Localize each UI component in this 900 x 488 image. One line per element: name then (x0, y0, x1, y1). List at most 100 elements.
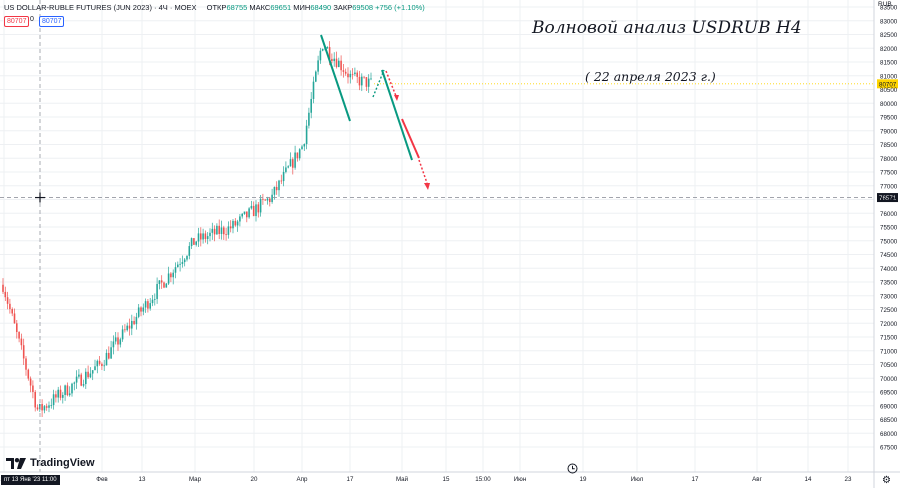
candle-body (317, 60, 319, 72)
price-tick-label: 82500 (880, 32, 898, 39)
symbol-header: US DOLLAR-RUBLE FUTURES (JUN 2023) · 4Ч … (4, 3, 425, 12)
candle-body (186, 255, 188, 260)
candle-body (167, 273, 170, 284)
candle-body (50, 405, 53, 406)
candle-body (183, 259, 186, 263)
candle-body (94, 366, 96, 371)
candle-body (216, 225, 218, 235)
price-tick-label: 72000 (880, 321, 898, 328)
high-label: МАКС (249, 3, 271, 12)
open-value: 68755 (226, 3, 248, 12)
clock-icon[interactable] (567, 461, 578, 479)
candle-body (126, 325, 128, 331)
candle-body (197, 233, 200, 242)
candle-body (80, 374, 82, 386)
candle-body (301, 146, 303, 150)
price-tick-label: 69500 (880, 390, 898, 397)
candle-body (361, 76, 363, 86)
price-tick-label: 68500 (880, 417, 898, 424)
candle-body (280, 180, 283, 182)
candle-body (273, 186, 276, 195)
candle-body (234, 220, 237, 226)
chart-grid (0, 0, 874, 472)
price-tick-label: 78500 (880, 142, 898, 149)
candle-body (96, 360, 99, 367)
current-price-label: 80707 (879, 81, 897, 88)
tradingview-logo[interactable]: TradingView (6, 457, 95, 469)
candle-body (41, 404, 43, 411)
price-tick-label: 71000 (880, 348, 898, 355)
price-tick-label: 79000 (880, 128, 898, 135)
candle-body (18, 331, 20, 339)
candle-body (271, 194, 273, 202)
price-tick-label: 72500 (880, 307, 898, 314)
buy-price-box[interactable]: 80707 (39, 16, 65, 27)
price-tick-label: 68000 (880, 431, 898, 438)
time-tick-label: Май (396, 476, 409, 483)
open-label: ОТКР (206, 3, 227, 12)
candle-body (225, 234, 227, 236)
candle-body (128, 325, 131, 329)
candle-body (101, 363, 103, 366)
candle-body (252, 205, 255, 217)
candle-body (294, 152, 296, 168)
candle-body (78, 374, 80, 377)
price-tick-label: 83000 (880, 18, 898, 25)
candle-body (82, 384, 85, 386)
candle-body (278, 180, 280, 191)
candle-body (135, 316, 138, 325)
candle-body (287, 166, 289, 168)
candle-body (266, 198, 269, 201)
candle-body (250, 205, 253, 209)
time-tick-label: Июл (631, 476, 644, 483)
candle-body (62, 394, 64, 398)
candle-body (170, 273, 172, 278)
candle-body (98, 360, 101, 364)
candle-body (312, 81, 315, 99)
annotation-title: Волновой анализ USDRUB H4 (532, 18, 802, 38)
time-tick-label: 15 (443, 476, 450, 483)
sell-price-box[interactable]: 80707 (4, 16, 30, 27)
candle-body (344, 71, 347, 74)
candle-body (140, 307, 142, 312)
low-value: 68490 (310, 3, 332, 12)
time-tick-label: Авг (752, 476, 762, 483)
candle-body (133, 320, 135, 325)
candle-body (232, 220, 234, 229)
candle-body (16, 323, 18, 332)
candle-body (298, 149, 301, 159)
candle-body (349, 73, 352, 78)
price-tick-label: 71500 (880, 335, 898, 342)
candle-body (206, 236, 209, 240)
candle-body (211, 228, 214, 233)
tradingview-icon (6, 457, 26, 469)
price-tick-label: 67500 (880, 445, 898, 452)
candle-body (6, 297, 9, 304)
price-tick-label: 80500 (880, 87, 898, 94)
candle-body (257, 204, 260, 213)
price-tick-label: 83500 (880, 5, 898, 12)
price-tick-label: 70000 (880, 376, 898, 383)
candle-body (269, 198, 271, 202)
candle-body (20, 338, 23, 346)
price-tick-label: 75000 (880, 238, 898, 245)
price-tick-label: 76500 (880, 197, 898, 204)
crosshair-price-label: 76571 (879, 195, 897, 202)
candle-body (220, 227, 223, 235)
settings-gear-icon[interactable]: ⚙ (882, 475, 891, 486)
candle-body (75, 376, 78, 383)
candle-body (356, 72, 358, 77)
candle-body (112, 341, 115, 348)
candle-body (338, 60, 340, 68)
currency-label[interactable]: RUB (878, 1, 892, 8)
price-tick-label: 78000 (880, 156, 898, 163)
candle-body (158, 280, 161, 284)
candle-body (85, 371, 87, 385)
candle-body (239, 216, 241, 222)
symbol-title[interactable]: US DOLLAR-RUBLE FUTURES (JUN 2023) · 4Ч … (4, 3, 197, 12)
candle-body (204, 233, 207, 240)
candle-body (319, 50, 322, 61)
candle-body (190, 238, 193, 247)
time-tick-label: 14 (805, 476, 812, 483)
